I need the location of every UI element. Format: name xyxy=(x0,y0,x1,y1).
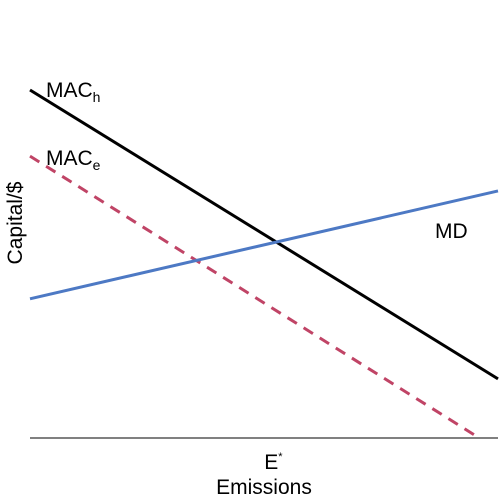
mac-h-label: MACh xyxy=(46,79,100,105)
mac-e-line xyxy=(29,154,481,440)
mac-e-label: MACe xyxy=(46,147,101,173)
y-axis-label: Capital/$ xyxy=(4,181,27,264)
x-tick-label-e-star: E* xyxy=(264,451,283,474)
md-line xyxy=(29,189,499,301)
mac-h-line xyxy=(29,88,499,381)
x-axis-label: Emissions xyxy=(216,476,312,499)
plot-lines xyxy=(29,88,499,440)
md-label: MD xyxy=(435,220,468,243)
